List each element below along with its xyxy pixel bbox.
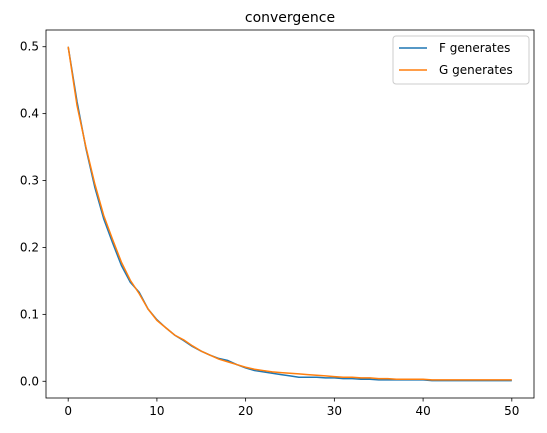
x-tick-label: 10 — [149, 404, 164, 418]
y-tick-label: 0.2 — [20, 240, 39, 254]
x-tick-label: 50 — [504, 404, 519, 418]
plot-lines — [67, 46, 512, 382]
legend-label-f-generates: F generates — [439, 41, 510, 55]
x-tick-label: 20 — [238, 404, 253, 418]
legend-label-g-generates: G generates — [439, 63, 513, 77]
y-tick-label: 0.4 — [20, 107, 39, 121]
y-tick-label: 0.0 — [20, 374, 39, 388]
series-line-g-generates — [67, 46, 512, 381]
x-tick-label: 40 — [415, 404, 430, 418]
y-tick-label: 0.3 — [20, 174, 39, 188]
x-axis: 0 10 20 30 40 50 — [64, 398, 519, 418]
chart-title: convergence — [245, 10, 335, 26]
x-tick-label: 30 — [327, 404, 342, 418]
series-line-f-generates — [67, 46, 512, 382]
plot-area-frame — [45, 29, 535, 399]
y-axis: 0.0 0.1 0.2 0.3 0.4 0.5 — [20, 40, 46, 388]
legend: F generates G generates — [392, 35, 530, 85]
x-tick-label: 0 — [64, 404, 72, 418]
y-tick-label: 0.1 — [20, 307, 39, 321]
y-tick-label: 0.5 — [20, 40, 39, 54]
